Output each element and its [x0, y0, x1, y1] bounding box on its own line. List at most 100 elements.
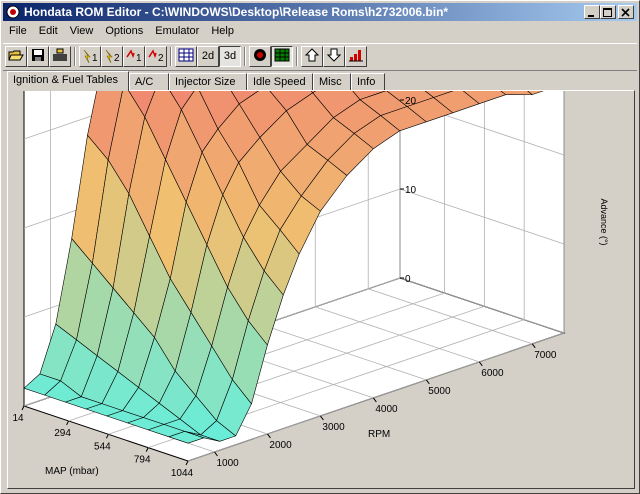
- tab-injector-size[interactable]: Injector Size: [169, 73, 247, 90]
- ignition-map-2-icon: 2: [148, 49, 164, 64]
- z-tick-label: 10: [405, 185, 417, 196]
- map-tick-label: 294: [54, 428, 71, 439]
- z-tick-label: 0: [405, 274, 411, 285]
- chart-button[interactable]: [345, 46, 367, 67]
- title-bar[interactable]: Hondata ROM Editor - C:\WINDOWS\Desktop\…: [3, 3, 637, 21]
- upload-icon: [53, 48, 67, 61]
- surface-mesh: [23, 91, 544, 444]
- grid-button[interactable]: [271, 46, 293, 67]
- map-tick-mark: [185, 460, 189, 466]
- fuel-map-1-icon: 1: [83, 49, 98, 64]
- fuel-map-2-button[interactable]: 2: [101, 46, 123, 67]
- table-view-icon: [178, 48, 194, 62]
- datalog-icon: [254, 49, 266, 61]
- tab-ac[interactable]: A/C: [129, 73, 169, 90]
- toolbar-separator: [244, 47, 246, 66]
- close-button[interactable]: [618, 5, 634, 19]
- axis-ticks: 0102030401000200030004000500060007000142…: [12, 96, 557, 479]
- save-file-button[interactable]: [27, 46, 49, 67]
- decrease-button[interactable]: [323, 46, 345, 67]
- rpm-tick-mark: [267, 433, 271, 439]
- save-file-icon: [32, 49, 44, 61]
- map-tick-label: 794: [134, 455, 151, 466]
- tab-idle-speed[interactable]: Idle Speed: [247, 73, 313, 90]
- upload-button[interactable]: [49, 46, 71, 67]
- map-floor-gridline: [187, 332, 565, 462]
- datalog-button[interactable]: [249, 46, 271, 67]
- svg-text:1: 1: [92, 53, 98, 64]
- menu-edit[interactable]: Edit: [38, 25, 58, 37]
- menu-file[interactable]: File: [9, 25, 27, 37]
- tab-ignition-fuel[interactable]: Ignition & Fuel Tables: [7, 71, 129, 91]
- svg-text:1: 1: [136, 53, 142, 64]
- close-icon: [621, 8, 630, 17]
- rpm-tick-label: 1000: [216, 458, 239, 469]
- menu-bar: File Edit View Options Emulator Help: [3, 23, 637, 41]
- map-axis-label: MAP (mbar): [45, 466, 99, 477]
- maximize-button[interactable]: [600, 5, 616, 19]
- surface-cell: [128, 91, 156, 118]
- svg-text:2: 2: [114, 53, 120, 64]
- minimize-icon: [588, 15, 594, 17]
- toolbar: 1 2 1 2 2d 3d: [3, 43, 637, 71]
- surface-cell: [230, 91, 259, 105]
- grid-icon: [274, 48, 290, 62]
- toolbar-separator: [170, 47, 172, 66]
- tab-misc[interactable]: Misc: [313, 73, 351, 90]
- rpm-floor-gridline: [315, 306, 480, 363]
- fuel-map-1-button[interactable]: 1: [79, 46, 101, 67]
- rpm-floor-gridline: [368, 288, 533, 345]
- open-file-icon: [8, 50, 24, 61]
- increase-icon: [304, 48, 320, 62]
- svg-text:2: 2: [158, 53, 164, 64]
- menu-view[interactable]: View: [69, 25, 94, 37]
- window-title: Hondata ROM Editor - C:\WINDOWS\Desktop\…: [24, 5, 449, 19]
- rpm-tick-label: 2000: [269, 440, 292, 451]
- menu-options[interactable]: Options: [105, 25, 144, 37]
- map-tick-mark: [105, 434, 109, 439]
- fuel-map-2-icon: 2: [105, 49, 120, 64]
- rpm-tick-mark: [531, 343, 536, 349]
- table-view-button[interactable]: [175, 46, 197, 67]
- rpm-tick-label: 4000: [375, 404, 398, 415]
- maximize-icon: [603, 8, 612, 17]
- view-2d-button[interactable]: 2d: [197, 46, 219, 67]
- rpm-tick-label: 3000: [322, 422, 345, 433]
- rpm-tick-mark: [319, 415, 324, 421]
- surface-cell: [352, 91, 387, 100]
- surface-cell: [169, 91, 195, 110]
- minimize-button[interactable]: [584, 5, 600, 19]
- rpm-floor-gridline: [262, 324, 427, 381]
- increase-button[interactable]: [301, 46, 323, 67]
- map-tick-label: 1044: [171, 468, 194, 479]
- map-tick-mark: [66, 420, 70, 426]
- view-3d-button[interactable]: 3d: [219, 46, 241, 67]
- rpm-tick-mark: [372, 397, 377, 403]
- map-tick-mark: [145, 447, 149, 452]
- z-axis-label: Advance (°): [599, 198, 609, 245]
- decrease-icon: [326, 48, 342, 62]
- map-tick-label: 544: [94, 441, 111, 452]
- map-tick-label: 14: [12, 413, 24, 424]
- menu-emulator[interactable]: Emulator: [155, 25, 200, 37]
- surface-cell: [527, 91, 544, 95]
- ignition-map-2-button[interactable]: 2: [145, 46, 167, 67]
- tab-info[interactable]: Info: [351, 73, 385, 90]
- rpm-tick-label: 5000: [428, 386, 451, 397]
- rpm-tick-mark: [478, 361, 483, 367]
- map-tick-mark: [21, 405, 25, 411]
- rpm-tick-mark: [214, 451, 218, 457]
- hondata-icon: [6, 5, 20, 19]
- rpm-tick-mark: [425, 379, 430, 385]
- rpm-tick-label: 6000: [481, 368, 504, 379]
- 3d-surface-chart[interactable]: 0102030401000200030004000500060007000142…: [8, 91, 634, 488]
- open-file-button[interactable]: [5, 46, 27, 67]
- surface-cell: [87, 91, 123, 161]
- tab-panel: 0102030401000200030004000500060007000142…: [7, 90, 635, 489]
- rpm-tick-label: 7000: [534, 350, 557, 361]
- ignition-map-1-button[interactable]: 1: [123, 46, 145, 67]
- menu-help[interactable]: Help: [211, 25, 234, 37]
- ignition-map-1-icon: 1: [126, 49, 142, 64]
- tab-strip: Ignition & Fuel Tables A/C Injector Size…: [7, 71, 637, 91]
